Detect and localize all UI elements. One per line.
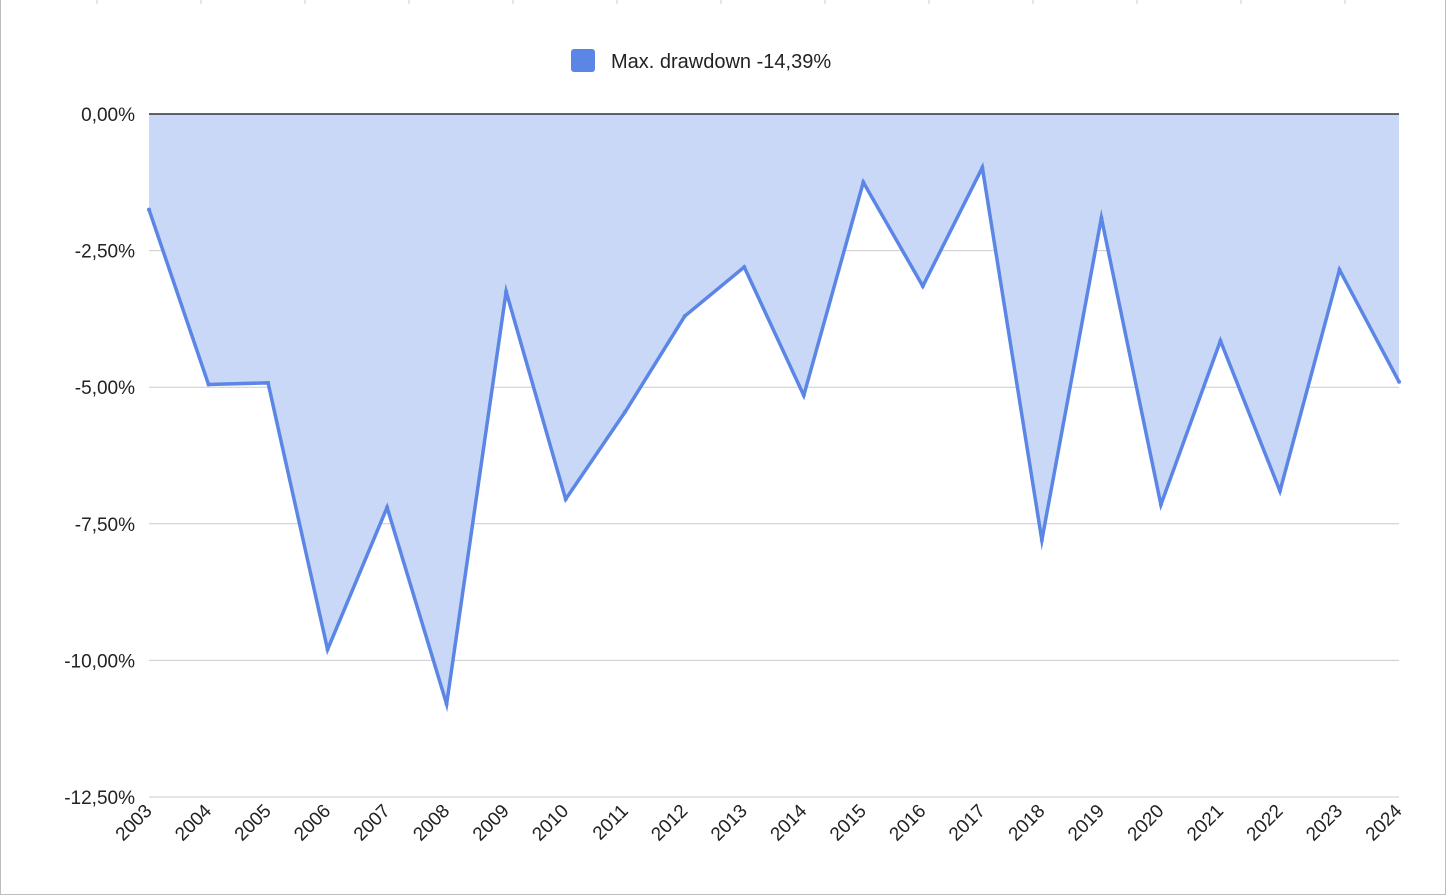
data-point	[1158, 502, 1163, 507]
data-point	[1337, 267, 1342, 272]
data-point	[206, 382, 211, 387]
data-point	[801, 393, 806, 398]
data-point	[444, 702, 449, 707]
data-point	[861, 180, 866, 185]
x-tick-label: 2018	[1005, 801, 1050, 846]
y-tick-label: -12,50%	[64, 788, 135, 809]
data-point	[1039, 538, 1044, 543]
x-tick-label: 2015	[826, 801, 871, 846]
x-tick-label: 2011	[589, 801, 633, 845]
x-tick-label: 2024	[1362, 800, 1407, 845]
data-point	[385, 505, 390, 510]
x-tick-label: 2006	[290, 801, 335, 846]
x-tick-label: 2021	[1183, 801, 1228, 846]
x-tick-label: 2016	[886, 801, 931, 846]
x-tick-label: 2023	[1302, 801, 1347, 846]
data-point	[682, 314, 687, 319]
drawdown-series-line	[147, 161, 1401, 713]
legend-swatch	[571, 49, 595, 72]
data-point	[1099, 215, 1104, 220]
x-tick-label: 2010	[528, 801, 573, 846]
drawdown-area-fill	[149, 114, 1399, 705]
y-tick-label: -10,00%	[64, 651, 135, 672]
top-edge-ticks	[96, 0, 1346, 4]
x-tick-label: 2013	[707, 801, 752, 846]
data-point	[1397, 379, 1401, 384]
legend-label: Max. drawdown -14,39%	[611, 51, 831, 73]
x-tick-label: 2005	[231, 801, 276, 846]
data-point	[504, 289, 509, 294]
x-tick-label: 2022	[1243, 801, 1288, 846]
plot-area	[147, 113, 1401, 713]
x-tick-label: 2012	[648, 801, 693, 846]
x-tick-label: 2019	[1064, 801, 1109, 846]
data-point	[920, 284, 925, 289]
data-point	[147, 207, 151, 212]
data-point	[1218, 338, 1223, 343]
data-point	[1277, 489, 1282, 494]
x-axis: 2003 2004 2005 2006 2007 2008 2009 2010 2011 2012…	[112, 800, 1407, 845]
x-tick-label: 2017	[945, 801, 990, 846]
legend: Max. drawdown -14,39%	[571, 49, 831, 73]
data-point	[980, 165, 985, 170]
x-tick-label: 2004	[171, 800, 216, 845]
data-point	[563, 497, 568, 502]
data-points	[147, 165, 1401, 707]
x-tick-label: 2007	[350, 801, 395, 846]
y-axis: 0,00% -2,50% -5,00% -7,50% -10,00% -12,50%	[64, 105, 135, 809]
data-point	[742, 264, 747, 269]
x-tick-label: 2014	[767, 800, 812, 845]
x-tick-label: 2009	[469, 801, 514, 846]
y-tick-label: -2,50%	[75, 242, 135, 263]
x-tick-label: 2008	[409, 801, 454, 846]
x-tick-label: 2020	[1124, 801, 1169, 846]
data-point	[266, 380, 271, 385]
data-point	[325, 647, 330, 652]
data-point	[623, 409, 628, 414]
y-tick-label: -7,50%	[75, 515, 135, 536]
y-tick-label: 0,00%	[81, 105, 135, 126]
y-tick-label: -5,00%	[75, 378, 135, 399]
